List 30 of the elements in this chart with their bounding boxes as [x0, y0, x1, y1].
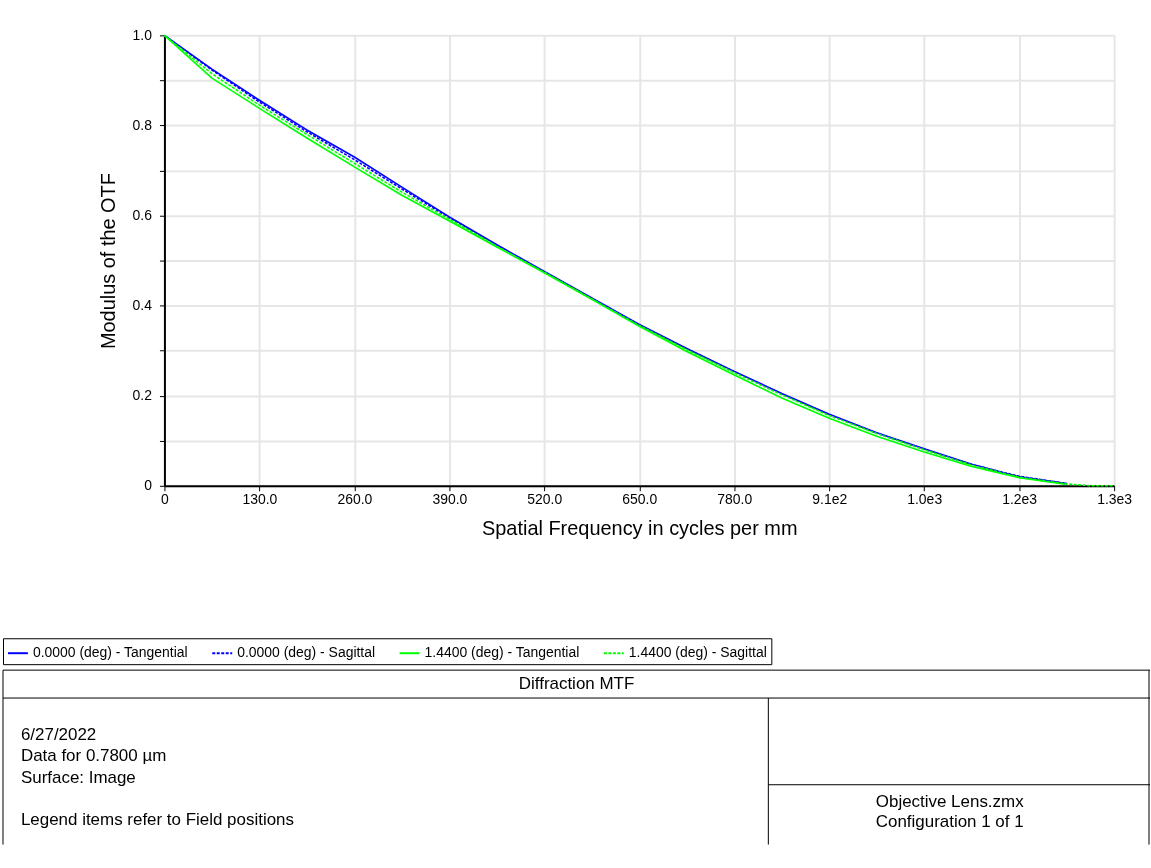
x-tick-label: 1.0e3	[907, 491, 943, 508]
text: Surface: Image	[20, 767, 136, 787]
y-tick-label: 0.2	[132, 387, 153, 404]
x-tick-label: 780.0	[717, 491, 753, 508]
x-tick-label: 260.0	[337, 491, 373, 508]
text: Diffraction MTF	[518, 674, 635, 694]
text: Data for 0.7800 µm	[20, 745, 167, 765]
y-axis-title: Modulus of the OTF	[96, 173, 119, 350]
y-tick-label: 0.6	[132, 207, 153, 224]
text: 6/27/2022	[20, 724, 97, 744]
x-tick-label: 1.3e3	[1097, 491, 1133, 508]
y-tick-label: 0.4	[132, 297, 153, 314]
text: Legend items refer to Field positions	[20, 809, 294, 829]
x-tick-label: 130.0	[242, 491, 278, 508]
x-tick-label: 1.2e3	[1002, 491, 1038, 508]
legend-label: 0.0000 (deg) - Sagittal	[237, 644, 376, 661]
text: Configuration 1 of 1	[875, 811, 1024, 831]
legend-label: 1.4400 (deg) - Sagittal	[628, 644, 767, 661]
x-tick-label: 0	[161, 491, 170, 508]
x-tick-label: 650.0	[622, 491, 658, 508]
x-tick-label: 520.0	[527, 491, 563, 508]
text: Objective Lens.zmx	[875, 791, 1025, 811]
y-tick-label: 1.0	[132, 26, 153, 43]
y-tick-label: 0.8	[132, 116, 153, 133]
x-tick-label: 390.0	[432, 491, 468, 508]
x-tick-label: 9.1e2	[812, 491, 848, 508]
x-axis-title: Spatial Frequency in cycles per mm	[482, 517, 798, 540]
legend-label: 0.0000 (deg) - Tangential	[32, 644, 188, 661]
legend-label: 1.4400 (deg) - Tangential	[424, 644, 580, 661]
y-tick-label: 0	[144, 477, 153, 494]
